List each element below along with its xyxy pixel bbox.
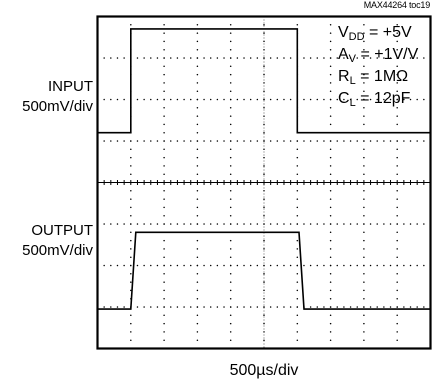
screen-frame	[96, 15, 432, 350]
condition-load-resistance: RL = 1MΩ	[338, 68, 409, 87]
input-trace	[97, 28, 431, 134]
output-scale-label: 500mV/div	[22, 242, 93, 259]
figure-id: MAX44264 toc19	[363, 0, 430, 10]
condition-gain: AV = +1V/V	[338, 46, 419, 65]
oscilloscope-screen	[96, 15, 432, 350]
center-axis-ticks	[97, 180, 431, 185]
input-channel-label: INPUT	[48, 78, 93, 95]
condition-vdd: VDD = +5V	[338, 24, 412, 43]
time-scale-label: 500µs/div	[229, 362, 299, 379]
test-conditions: VDD = +5V AV = +1V/V RL = 1MΩ CL = 12pF	[338, 22, 418, 110]
condition-load-capacitance: CL = 12pF	[338, 90, 411, 109]
input-scale-label: 500mV/div	[22, 98, 93, 115]
output-trace	[97, 231, 431, 310]
output-channel-label: OUTPUT	[31, 222, 93, 239]
